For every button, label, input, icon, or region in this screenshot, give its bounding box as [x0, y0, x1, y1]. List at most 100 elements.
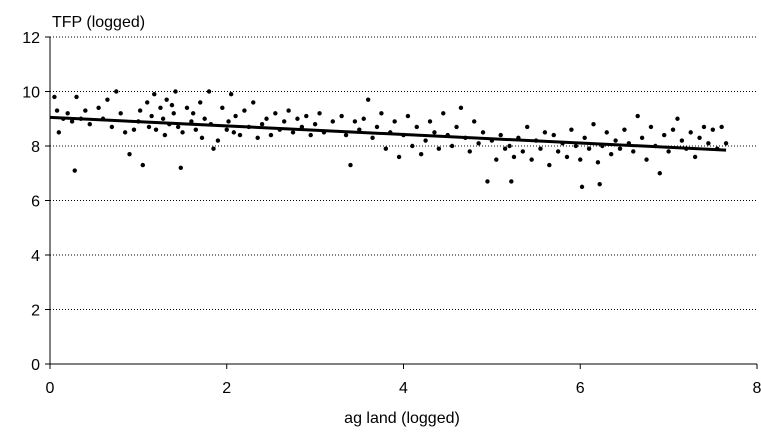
data-point [304, 113, 309, 119]
data-point [719, 124, 724, 130]
y-tick-label: 6 [31, 194, 40, 211]
data-point [427, 119, 433, 124]
data-point [586, 146, 592, 151]
data-point [118, 111, 123, 116]
data-point [56, 130, 62, 135]
axes [45, 36, 758, 369]
data-point [542, 130, 548, 135]
y-axis-title: TFP (logged) [52, 14, 145, 31]
data-point [392, 119, 397, 124]
data-point [308, 132, 313, 138]
data-point [146, 124, 152, 130]
data-point [175, 124, 181, 130]
data-point [697, 135, 702, 141]
data-point [52, 94, 57, 100]
data-point [657, 171, 662, 176]
tick-labels: 0 2 4 6 8 10 12 0 2 4 6 8 [22, 30, 761, 397]
data-point [268, 132, 274, 138]
gridlines [50, 36, 757, 310]
x-tick-label: 8 [753, 380, 761, 397]
data-point [109, 124, 115, 130]
data-point [228, 92, 234, 97]
data-point [613, 138, 618, 143]
data-point [131, 127, 137, 132]
data-point [710, 127, 716, 132]
data-point [184, 105, 190, 111]
data-point [69, 119, 75, 124]
data-point [54, 108, 60, 113]
data-point [529, 157, 534, 162]
data-point [467, 149, 472, 154]
data-point [259, 122, 265, 127]
data-point [622, 127, 627, 132]
data-point [608, 151, 614, 157]
data-point [193, 127, 199, 132]
data-point [122, 130, 128, 135]
data-point [396, 154, 402, 160]
data-point [525, 124, 530, 130]
data-point [237, 132, 243, 138]
data-point [224, 127, 229, 132]
data-point [180, 130, 185, 135]
data-point [370, 135, 375, 141]
data-point [538, 146, 543, 151]
y-tick-label: 4 [31, 248, 40, 265]
data-point [692, 154, 698, 160]
data-point [423, 138, 428, 143]
data-point [670, 127, 676, 132]
data-point [706, 141, 711, 146]
data-point [472, 119, 477, 124]
data-point [502, 146, 508, 151]
data-point [72, 168, 77, 173]
x-tick-label: 0 [46, 380, 55, 397]
data-point [458, 105, 464, 111]
data-point [215, 138, 221, 143]
data-point [441, 111, 446, 116]
data-point [242, 108, 247, 113]
data-point [564, 154, 570, 160]
data-point [169, 102, 175, 108]
data-point [173, 89, 178, 94]
data-point [87, 122, 92, 127]
data-point [418, 151, 424, 157]
data-point [312, 122, 318, 127]
data-point [343, 132, 349, 138]
x-axis-title: ag land (logged) [344, 410, 460, 427]
data-point [199, 135, 205, 141]
x-tick-label: 2 [222, 380, 231, 397]
trendline-group [49, 115, 727, 152]
data-point [137, 108, 143, 113]
data-point [206, 89, 212, 94]
data-point [551, 132, 556, 138]
data-point [547, 162, 552, 168]
data-point [286, 108, 291, 113]
data-point [365, 97, 371, 102]
data-point [579, 184, 585, 190]
data-point [178, 165, 183, 170]
data-point [597, 181, 602, 187]
data-point [361, 116, 366, 121]
data-point [662, 132, 667, 138]
data-point [264, 116, 269, 121]
data-point [357, 127, 362, 132]
data-point [295, 116, 300, 121]
data-point [290, 130, 296, 135]
data-point [140, 162, 145, 168]
y-tick-label: 2 [31, 303, 40, 320]
x-tick-label: 4 [399, 380, 408, 397]
data-point [330, 119, 335, 124]
data-point [105, 97, 110, 102]
data-point [498, 132, 503, 138]
data-point [160, 116, 166, 121]
data-point [639, 135, 645, 141]
data-point [635, 113, 640, 119]
data-point [591, 122, 596, 127]
data-point [511, 154, 517, 160]
data-point [190, 111, 196, 116]
data-point [74, 94, 79, 100]
data-point [202, 116, 207, 121]
data-point [281, 119, 287, 124]
data-point [164, 97, 169, 102]
data-point [595, 160, 601, 165]
